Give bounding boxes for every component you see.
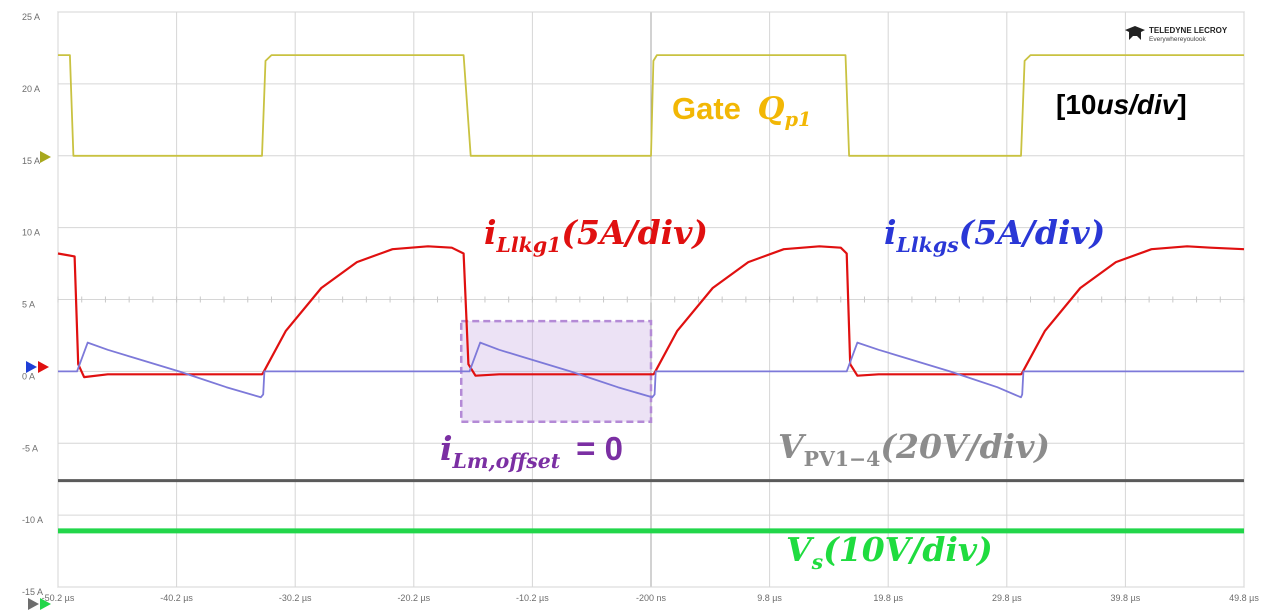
x-tick-labels: -50.2 µs -40.2 µs -30.2 µs -20.2 µs -10.2 µs… <box>42 593 1260 603</box>
x-tick-label: -50.2 µs <box>42 593 75 603</box>
y-tick-label: -10 A <box>22 515 43 525</box>
ilkg1-i-letter: i <box>484 213 497 252</box>
x-tick-label: -40.2 µs <box>160 593 193 603</box>
x-tick-label: 29.8 µs <box>992 593 1022 603</box>
brand-name: TELEDYNE LECROY <box>1149 26 1228 35</box>
blue-channel-marker <box>26 361 37 373</box>
ilkgs-trace <box>58 341 1244 399</box>
timebase-open: [10 <box>1056 89 1096 120</box>
y-tick-label: 5 A <box>22 300 35 310</box>
red-channel-marker <box>38 361 49 373</box>
vpv-v-letter: V <box>778 427 807 466</box>
x-tick-label: 19.8 µs <box>873 593 903 603</box>
ilkgs-label: iLlkgs(5A/div) <box>884 213 1105 257</box>
x-tick-label: -10.2 µs <box>516 593 549 603</box>
gate-q-letter: Q <box>758 91 785 127</box>
ilkgs-i-letter: i <box>884 213 897 252</box>
traces <box>57 54 1245 534</box>
ilm-i-letter: i <box>440 429 453 468</box>
vpv-label: VPV1−4(20V/div) <box>778 427 1050 471</box>
logo-mark-icon <box>1125 26 1145 40</box>
y-tick-labels: 25 A 20 A 15 A 10 A 5 A 0 A -5 A -10 A -15 A <box>22 12 43 597</box>
gate-word: Gate <box>672 91 741 126</box>
teledyne-lecroy-logo: TELEDYNE LECROY Everywhereyoulook <box>1125 26 1228 43</box>
y-tick-label: -5 A <box>22 443 38 453</box>
vs-scale: (10V/div) <box>823 530 993 569</box>
ilm-equals-zero: = 0 <box>576 430 623 467</box>
y-tick-label: 0 A <box>22 371 35 381</box>
vs-v-letter: V <box>786 530 815 569</box>
timebase-unit: us/div <box>1096 89 1178 120</box>
x-tick-label: -20.2 µs <box>397 593 430 603</box>
ilm-subscript: Lm,offset <box>452 449 561 473</box>
ilm-offset-highlight-box <box>459 319 653 423</box>
gate-channel-marker <box>40 151 51 163</box>
vpv-scale: (20V/div) <box>880 427 1050 466</box>
vs-label: Vs(10V/div) <box>786 530 993 574</box>
y-tick-label: -15 A <box>22 587 43 597</box>
timebase-close: ] <box>1177 89 1186 120</box>
ilm-offset-label: iLm,offset = 0 <box>440 429 623 473</box>
gray-channel-marker <box>28 598 39 610</box>
x-tick-label: 39.8 µs <box>1111 593 1141 603</box>
gate-q-subscript: p1 <box>785 108 812 131</box>
ilkg1-scale: (5A/div) <box>561 213 708 252</box>
x-tick-label: 49.8 µs <box>1229 593 1259 603</box>
ilkgs-subscript: Llkgs <box>896 233 960 257</box>
x-tick-label: -200 ns <box>636 593 667 603</box>
gate-qp1-label: Gate Qp1 <box>672 91 811 131</box>
x-tick-label: -30.2 µs <box>279 593 312 603</box>
timebase-label: [10us/div] <box>1056 89 1187 120</box>
y-tick-label: 15 A <box>22 156 40 166</box>
y-tick-label: 20 A <box>22 84 40 94</box>
ilkg1-label: iLlkg1(5A/div) <box>484 213 708 257</box>
vs-subscript: s <box>811 550 824 574</box>
y-tick-label: 25 A <box>22 12 40 22</box>
x-tick-label: 9.8 µs <box>757 593 782 603</box>
green-channel-marker <box>40 598 51 610</box>
vpv-subscript: PV1−4 <box>804 447 881 471</box>
brand-tagline: Everywhereyoulook <box>1149 36 1206 43</box>
gate-qp1-trace <box>58 54 1244 157</box>
highlight-layer <box>459 319 653 423</box>
channel-markers <box>26 151 51 610</box>
ilkg1-subscript: Llkg1 <box>496 233 562 257</box>
ilkg1-trace <box>57 245 1245 379</box>
y-tick-label: 10 A <box>22 228 40 238</box>
ilkgs-scale: (5A/div) <box>959 213 1106 252</box>
